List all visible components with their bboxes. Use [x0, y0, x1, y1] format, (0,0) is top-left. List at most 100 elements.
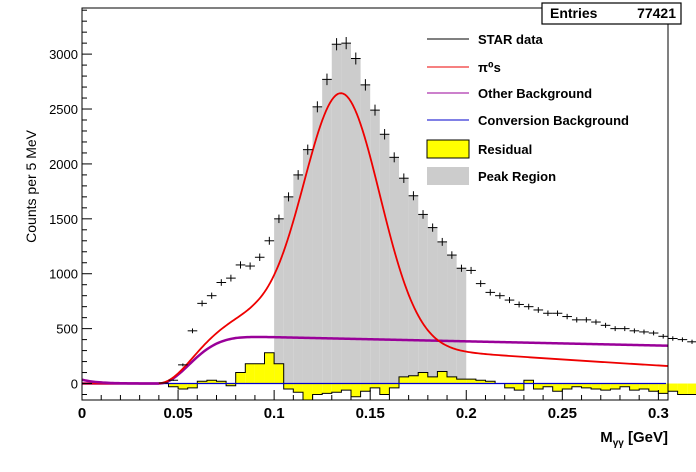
peak-region-bin — [283, 196, 294, 384]
data-point — [639, 329, 649, 335]
data-point — [283, 192, 294, 202]
data-point — [619, 326, 630, 332]
data-point — [331, 38, 342, 51]
data-point — [533, 307, 544, 313]
residual-bin — [350, 383, 361, 397]
data-point — [648, 330, 659, 336]
data-point — [687, 339, 696, 344]
data-point — [245, 262, 255, 270]
y-tick-label: 1000 — [49, 267, 78, 282]
residual-outline — [158, 352, 696, 401]
data-point — [543, 310, 553, 317]
residual-bin — [533, 383, 544, 390]
peak-region-bin — [341, 43, 351, 384]
data-point — [168, 379, 179, 381]
residual-bin — [226, 383, 236, 386]
residual-bin — [331, 383, 342, 393]
data-point — [668, 336, 678, 341]
data-point — [552, 310, 563, 317]
data-point — [187, 328, 198, 334]
data-point — [581, 317, 592, 323]
peak-region-bin — [437, 241, 448, 384]
residual-bin — [543, 383, 553, 387]
residual-bin — [552, 383, 563, 392]
legend-label: Other Background — [478, 86, 592, 101]
x-tick-label: 0.3 — [648, 405, 669, 422]
data-point — [197, 300, 207, 307]
legend-label: π⁰s — [478, 60, 501, 75]
data-point — [341, 37, 351, 50]
residual-bin — [216, 381, 227, 384]
legend-entry: Peak Region — [427, 167, 556, 185]
residual-bin — [274, 363, 284, 384]
legend: STAR data π⁰s Other Background Conversion B… — [426, 32, 629, 185]
legend-entry: π⁰s — [427, 60, 501, 75]
residual-bin — [648, 383, 659, 392]
x-tick-label: 0.1 — [264, 405, 285, 422]
data-point — [360, 79, 371, 91]
residual-bin — [312, 383, 323, 395]
residual-bin — [677, 383, 688, 395]
data-point — [370, 104, 380, 116]
residual-bin — [658, 383, 668, 394]
peak-region-bin — [322, 79, 332, 384]
data-point — [485, 289, 496, 296]
residual-bin — [466, 379, 476, 384]
y-tick-label: 2000 — [49, 157, 78, 172]
residual-bin — [591, 383, 601, 390]
legend-entry: STAR data — [427, 32, 544, 47]
legend-label: STAR data — [478, 32, 544, 47]
y-tick-label: 3000 — [49, 47, 78, 62]
residual-bin — [264, 352, 275, 384]
residual-bin — [629, 383, 640, 391]
data-point — [610, 326, 620, 332]
data-point — [293, 170, 303, 180]
residual-bin — [571, 383, 582, 387]
peak-region-bin — [418, 214, 428, 384]
data-point — [523, 303, 534, 310]
stats-entries-label: Entries — [550, 5, 598, 21]
peak-region-bin — [312, 106, 323, 384]
peak-region-bin — [389, 157, 400, 384]
residual-bin — [581, 383, 592, 388]
residual-bin — [408, 375, 419, 384]
data-point — [226, 274, 236, 282]
residual-bin — [687, 383, 696, 395]
residual-bin — [379, 383, 390, 395]
peak-region-bin — [427, 227, 438, 384]
residual-bin — [619, 383, 630, 387]
residual-bin — [168, 383, 179, 387]
data-point — [389, 152, 400, 163]
x-tick-label: 0.2 — [456, 405, 477, 422]
data-point — [302, 144, 313, 155]
residual-bin — [504, 383, 515, 388]
residual-bin — [254, 363, 265, 384]
x-axis-label: Mγγ [GeV] — [600, 429, 668, 449]
pi0-curve — [82, 92, 669, 385]
data-point — [495, 292, 505, 299]
residual-bin — [668, 383, 678, 392]
data-point — [447, 251, 457, 259]
y-tick-label: 500 — [56, 322, 78, 337]
data-point — [254, 253, 265, 261]
data-point — [418, 210, 428, 219]
stats-box: Entries 77421 — [541, 2, 682, 25]
legend-label: Residual — [478, 142, 532, 157]
legend-entry: Conversion Background — [427, 113, 629, 128]
peak-region-bin — [408, 195, 419, 384]
data-point — [466, 266, 476, 274]
data-point — [475, 280, 486, 287]
residual-bin — [447, 376, 457, 384]
data-point — [264, 236, 275, 245]
data-point — [571, 317, 582, 323]
peak-region-bin — [302, 149, 313, 384]
legend-entry: Residual — [426, 139, 532, 159]
x-tick-label: 0.25 — [548, 405, 577, 422]
data-points — [158, 37, 696, 384]
axes: 0 0.05 0.1 0.15 0.2 0.25 0.3 0 500 1000 1500 2000 25… — [23, 7, 669, 449]
y-tick-label: 1500 — [49, 212, 78, 227]
data-point — [677, 337, 688, 342]
x-tick-label: 0.05 — [163, 405, 192, 422]
residual-bin — [322, 383, 332, 394]
